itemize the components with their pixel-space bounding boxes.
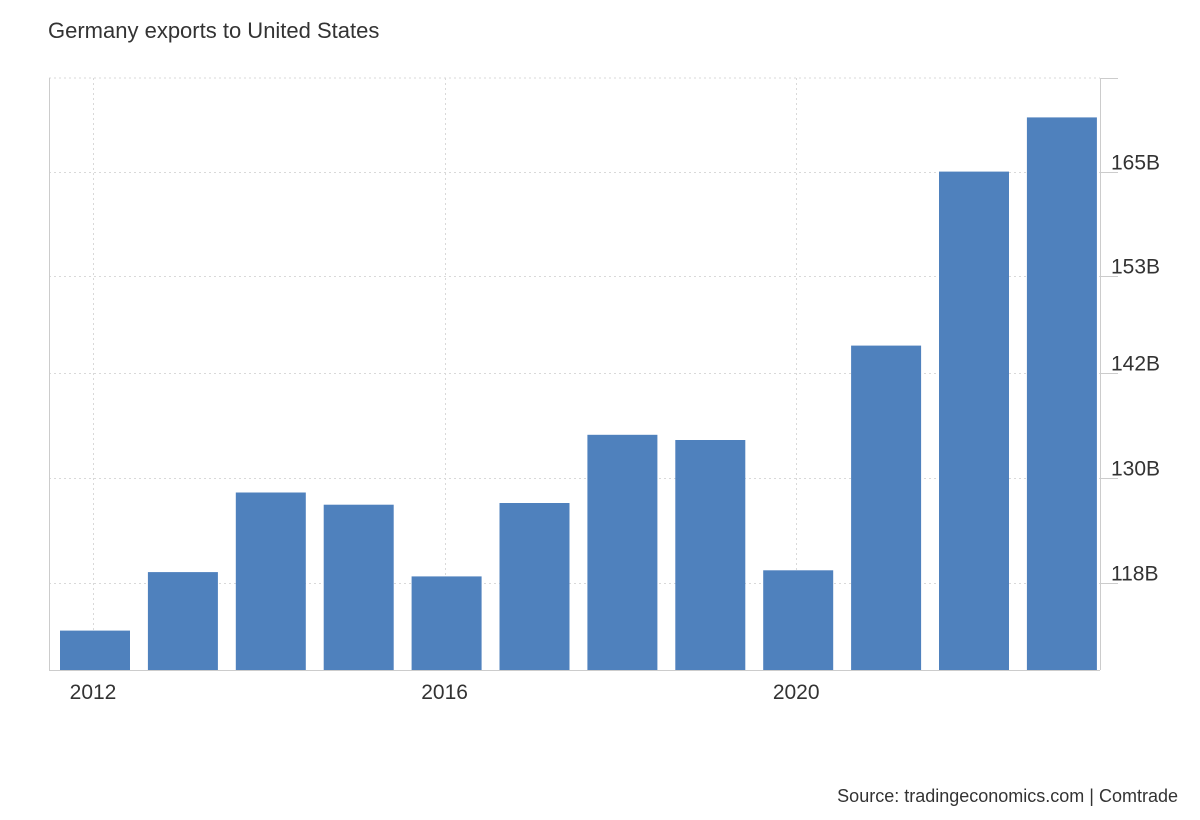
bar-2015 [323, 504, 394, 670]
gridlines [49, 77, 1100, 670]
y-tick-label: 165B [1111, 152, 1160, 175]
y-tick-label: 130B [1111, 458, 1160, 481]
bar-2021 [851, 345, 922, 670]
x-tick-labels: 2012 2016 2020 [70, 681, 820, 704]
y-tick-label: 142B [1111, 353, 1160, 376]
bar-2012 [60, 630, 130, 670]
x-tick-label: 2020 [773, 681, 820, 704]
bar-2014 [235, 492, 306, 670]
chart-title: Germany exports to United States [48, 18, 380, 43]
x-tick-label: 2016 [421, 681, 468, 704]
bar-2019 [675, 440, 746, 670]
y-tick-label: 153B [1111, 256, 1160, 279]
bar-2017 [499, 503, 570, 670]
axes [49, 78, 1118, 671]
bars [60, 117, 1097, 670]
bar-2020 [763, 570, 834, 670]
y-tick-label: 118B [1111, 563, 1159, 586]
x-tick-label: 2012 [70, 681, 117, 704]
bar-2013 [147, 572, 218, 670]
bar-2023 [1026, 117, 1097, 670]
y-tick-labels: 118B 130B 142B 153B 165B [1111, 152, 1160, 586]
bar-2018 [587, 434, 658, 670]
source-note: Source: tradingeconomics.com | Comtrade [837, 786, 1178, 806]
bar-2016 [411, 576, 482, 670]
bar-2022 [939, 171, 1009, 670]
